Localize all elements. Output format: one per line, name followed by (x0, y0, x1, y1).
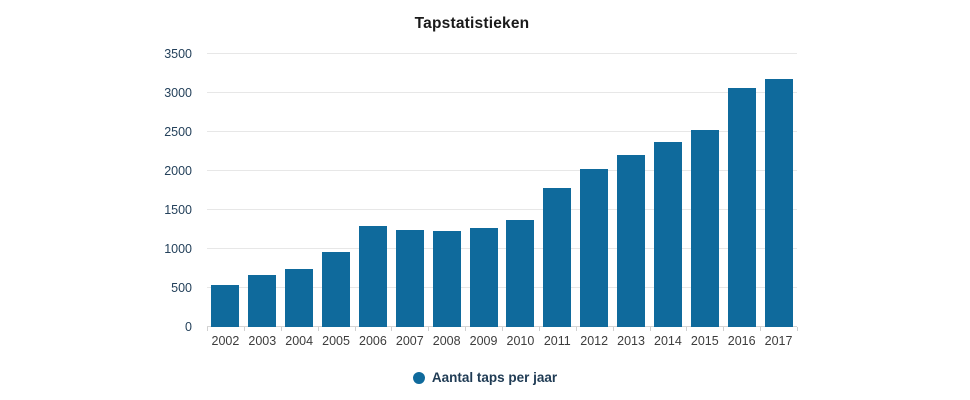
x-axis-tick-label: 2015 (690, 334, 719, 348)
bar-2002[interactable] (211, 285, 240, 327)
gridline (207, 248, 797, 249)
bar-2014[interactable] (653, 142, 682, 327)
legend-label: Aantal taps per jaar (431, 370, 558, 385)
bar-2007[interactable] (395, 230, 424, 327)
x-axis-tick (538, 327, 540, 331)
x-axis-tick (207, 327, 208, 331)
x-axis-tick (612, 327, 614, 331)
gridline (207, 209, 797, 210)
x-axis-tick (317, 327, 319, 331)
bar-2006[interactable] (358, 225, 387, 327)
x-axis-tick (428, 327, 430, 331)
x-axis-tick-label: 2011 (543, 334, 571, 348)
x-axis-tick-label: 2003 (248, 334, 277, 348)
y-axis-tick-label: 2000 (164, 164, 192, 178)
x-axis-tick-label: 2016 (727, 334, 756, 348)
y-axis-tick-label: 0 (185, 320, 192, 334)
chart-title: Tapstatistieken (414, 15, 530, 32)
x-axis-tick-label: 2014 (654, 334, 682, 348)
bar-2016[interactable] (727, 88, 756, 327)
x-axis-tick (465, 327, 467, 331)
x-axis-tick-label: 2007 (395, 334, 424, 348)
x-axis-tick-label: 2008 (432, 334, 461, 348)
x-axis-tick (797, 327, 798, 331)
x-axis-tick-label: 2004 (285, 334, 314, 348)
x-axis-tick-label: 2006 (359, 334, 387, 348)
x-axis-tick-label: 2013 (617, 334, 645, 348)
gridline (207, 170, 797, 171)
x-axis-tick-label: 2017 (764, 334, 793, 348)
gridline (207, 287, 797, 288)
x-axis-tick (354, 327, 356, 331)
y-axis-tick-label: 1500 (164, 203, 192, 217)
x-axis-line (207, 326, 797, 327)
x-axis-tick-label: 2009 (469, 334, 498, 348)
x-axis-tick (502, 327, 503, 331)
x-axis-tick (243, 327, 245, 331)
bar-2010[interactable] (506, 220, 535, 327)
bar-2012[interactable] (580, 168, 609, 327)
plot-area: 0 500 1000 1500 2000 2500 3000 3500 2002 2003 2004… (164, 47, 798, 348)
y-axis-tick-label: 2500 (164, 125, 192, 139)
x-axis-tick (391, 327, 393, 331)
bar-2017[interactable] (764, 78, 793, 327)
x-axis-tick (723, 327, 725, 331)
legend-item[interactable]: Aantal taps per jaar (0, 370, 970, 385)
y-axis-tick-label: 1000 (164, 242, 192, 256)
bar-2004[interactable] (285, 268, 314, 327)
y-axis-tick-label: 3500 (164, 47, 192, 61)
x-axis-tick (760, 327, 762, 331)
bar-2008[interactable] (432, 231, 461, 327)
legend-circle-icon (412, 371, 425, 384)
y-axis-tick-label: 500 (171, 281, 192, 295)
x-axis-tick-label: 2012 (580, 334, 609, 348)
x-axis-tick (686, 327, 688, 331)
bar-2003[interactable] (248, 275, 277, 327)
gridline (207, 131, 797, 132)
bar-2005[interactable] (322, 251, 351, 327)
x-axis-tick (649, 327, 651, 331)
bar-2013[interactable] (617, 155, 646, 327)
gridline (207, 53, 797, 54)
x-axis-tick (280, 327, 282, 331)
x-axis-tick-label: 2005 (322, 334, 350, 348)
y-axis-tick-label: 3000 (164, 86, 192, 100)
bar-2011[interactable] (543, 188, 572, 327)
x-axis-tick (575, 327, 577, 331)
bar-2015[interactable] (690, 130, 719, 327)
x-axis-tick-label: 2010 (506, 334, 535, 348)
x-axis-tick-label: 2002 (211, 334, 240, 348)
bar-2009[interactable] (469, 227, 498, 327)
gridline (207, 92, 797, 93)
